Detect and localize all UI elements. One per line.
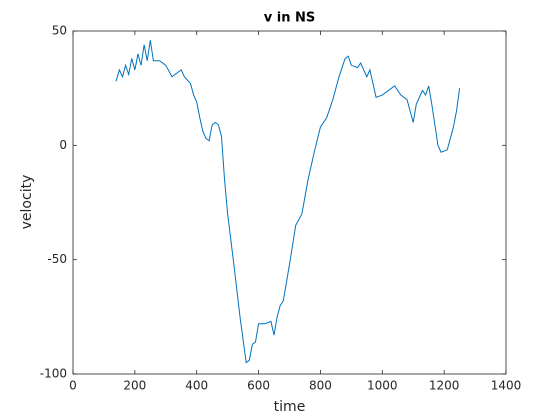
y-tick-label: 0 bbox=[59, 138, 67, 152]
x-tick-label: 800 bbox=[309, 379, 332, 393]
x-tick-label: 600 bbox=[247, 379, 270, 393]
x-tick-label: 200 bbox=[123, 379, 146, 393]
y-tick-label: -100 bbox=[40, 367, 67, 381]
x-tick-label: 0 bbox=[69, 379, 77, 393]
y-tick-label: -50 bbox=[47, 252, 67, 266]
x-tick-label: 400 bbox=[185, 379, 208, 393]
x-axis-label: time bbox=[274, 399, 306, 415]
y-axis-label: velocity bbox=[19, 175, 35, 230]
data-line bbox=[115, 40, 461, 364]
y-tick-label: 50 bbox=[52, 24, 67, 38]
chart-title: v in NS bbox=[264, 11, 315, 26]
x-tick-label: 1000 bbox=[367, 379, 398, 393]
x-tick-label: 1400 bbox=[491, 379, 522, 393]
x-tick-label: 1200 bbox=[429, 379, 460, 393]
plot-box bbox=[72, 30, 507, 375]
